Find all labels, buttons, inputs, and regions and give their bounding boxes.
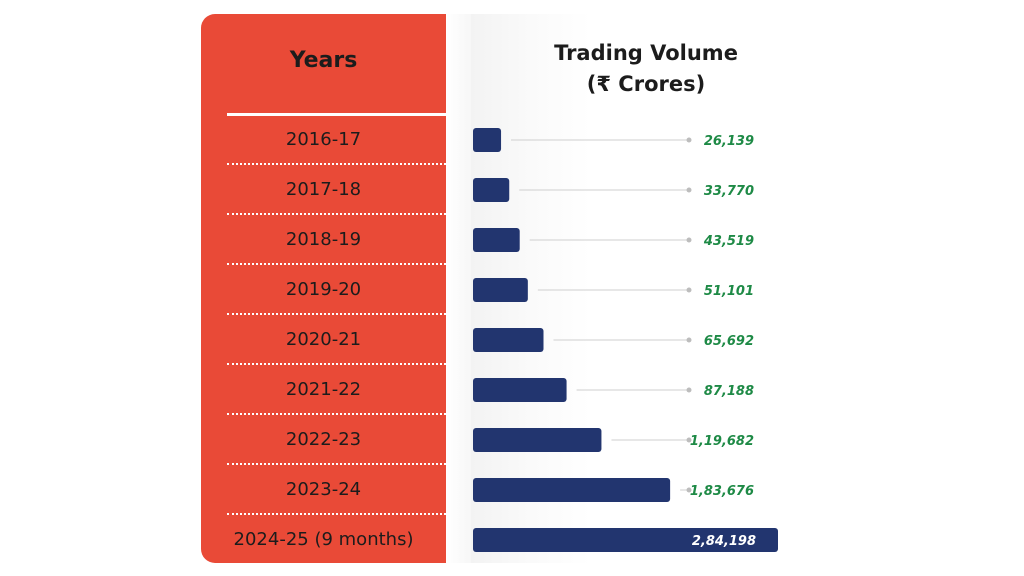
year-label: 2022-23 xyxy=(285,429,362,450)
leader-dot xyxy=(686,387,692,393)
year-label: 2018-19 xyxy=(285,229,362,250)
volume-header-line2: (₹ Crores) xyxy=(586,72,706,96)
bar xyxy=(473,428,602,452)
bar xyxy=(473,128,502,152)
value-label: 51,101 xyxy=(704,284,754,299)
bar xyxy=(473,328,544,352)
leader-dot xyxy=(686,137,692,143)
year-label: 2016-17 xyxy=(285,129,362,150)
chart-card: Years 2016-17 2017-18 2018-19 2019-20 2020-2… xyxy=(201,14,825,563)
year-row: 2022-23 xyxy=(201,415,446,465)
value-label: 26,139 xyxy=(704,134,754,149)
bar xyxy=(473,378,567,402)
value-label: 65,692 xyxy=(704,334,754,349)
bar xyxy=(473,178,510,202)
leader-dot xyxy=(686,237,692,243)
year-row: 2024-25 (9 months) xyxy=(201,515,446,563)
year-divider xyxy=(227,463,446,465)
bar xyxy=(473,278,528,302)
years-header: Years xyxy=(289,48,358,73)
leader-dot xyxy=(686,187,692,193)
leader-dot xyxy=(686,437,692,443)
bar-chart: 26,139 33,770 43,519 51,101 65,692 87,188 1,19… xyxy=(473,128,778,552)
year-row: 2017-18 xyxy=(201,165,446,215)
year-divider xyxy=(227,413,446,415)
leader-dot xyxy=(686,287,692,293)
year-row: 2021-22 xyxy=(201,365,446,415)
year-label: 2019-20 xyxy=(285,279,362,300)
volume-header: Trading Volume (₹ Crores) xyxy=(501,38,791,100)
year-label: 2020-21 xyxy=(285,329,362,350)
leader-dot xyxy=(686,487,692,493)
year-row: 2019-20 xyxy=(201,265,446,315)
value-label: 87,188 xyxy=(704,384,754,399)
volume-header-line1: Trading Volume xyxy=(554,41,738,65)
header-rule xyxy=(227,113,446,116)
year-label: 2023-24 xyxy=(285,479,362,500)
value-label: 43,519 xyxy=(703,234,754,249)
bar xyxy=(473,528,778,552)
year-label: 2017-18 xyxy=(285,179,362,200)
value-label: 1,83,676 xyxy=(690,484,754,499)
year-divider xyxy=(227,513,446,515)
year-divider xyxy=(227,163,446,165)
bar xyxy=(473,228,520,252)
year-divider xyxy=(227,213,446,215)
value-label: 1,19,682 xyxy=(690,434,754,449)
panel-gap xyxy=(446,14,471,563)
year-row: 2020-21 xyxy=(201,315,446,365)
years-panel: Years 2016-17 2017-18 2018-19 2019-20 2020-2… xyxy=(201,14,446,563)
value-label: 2,84,198 xyxy=(692,534,756,549)
year-label: 2021-22 xyxy=(285,379,362,400)
year-divider xyxy=(227,263,446,265)
year-label: 2024-25 (9 months) xyxy=(233,529,414,550)
year-divider xyxy=(227,313,446,315)
volume-panel xyxy=(471,14,825,563)
leader-dot xyxy=(686,337,692,343)
bar xyxy=(473,478,671,502)
value-label: 33,770 xyxy=(704,184,754,199)
year-row: 2018-19 xyxy=(201,215,446,265)
year-row: 2023-24 xyxy=(201,465,446,515)
year-row: 2016-17 xyxy=(201,115,446,165)
year-divider xyxy=(227,363,446,365)
